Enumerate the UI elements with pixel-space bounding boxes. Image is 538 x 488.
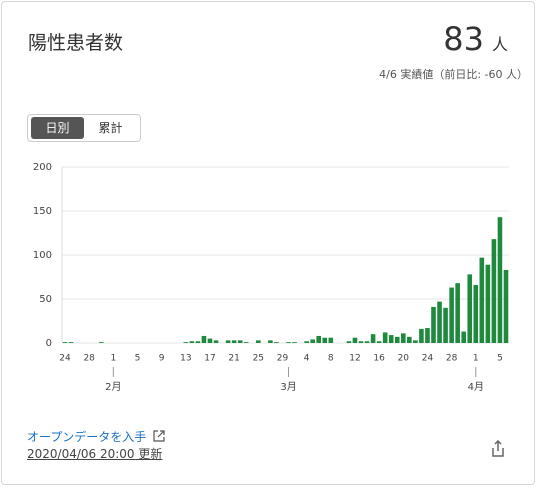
bar	[358, 341, 364, 343]
x-tick-label: 1	[473, 354, 479, 364]
x-tick-label: 28	[83, 354, 95, 364]
bar	[316, 335, 322, 343]
cumulative-button[interactable]: 累計	[98, 121, 123, 135]
x-tick-label: 21	[228, 354, 239, 364]
bar	[431, 306, 436, 343]
bar	[364, 341, 370, 343]
x-tick-label: 24	[59, 354, 71, 364]
bar	[491, 239, 497, 343]
bar	[183, 342, 189, 343]
current-value: 83 人	[443, 20, 508, 58]
note: 4/6 実績値（前日比: -60 人）	[379, 68, 528, 81]
x-tick-label: 24	[422, 354, 434, 364]
month-label: 2月	[105, 381, 121, 393]
bar	[346, 341, 352, 343]
updated: 2020/04/06 20:00 更新	[27, 447, 163, 461]
title: 陽性患者数	[28, 32, 124, 54]
x-tick-label: 20	[398, 354, 410, 364]
bar	[382, 332, 388, 343]
bar	[98, 342, 104, 343]
bar	[485, 264, 491, 343]
bar	[503, 269, 509, 343]
y-tick-label: 150	[33, 206, 52, 217]
bar	[274, 342, 279, 343]
y-tick-label: 200	[33, 162, 52, 173]
bar	[225, 340, 231, 343]
bar	[443, 307, 448, 343]
bar	[467, 274, 473, 343]
bar	[407, 336, 412, 343]
bar	[419, 328, 424, 343]
open-data-link[interactable]: オープンデータを入手	[27, 428, 165, 445]
y-tick-label: 100	[33, 250, 52, 261]
x-tick-label: 5	[135, 354, 141, 364]
bar	[479, 257, 485, 343]
bar	[201, 335, 207, 343]
x-tick-label: 8	[328, 354, 334, 364]
bar	[413, 340, 418, 343]
x-tick-label: 9	[159, 354, 165, 364]
x-tick-label: 28	[446, 354, 458, 364]
external-icon	[153, 430, 165, 442]
bar	[425, 328, 430, 343]
month-label: 3月	[280, 381, 296, 393]
bar	[68, 342, 74, 343]
x-tick-label: 12	[349, 354, 360, 364]
x-tick-label: 17	[204, 354, 215, 364]
bar	[189, 341, 195, 343]
bar	[497, 217, 503, 343]
x-tick-label: 5	[497, 354, 503, 364]
value: 83	[443, 20, 484, 58]
bar	[394, 336, 400, 343]
bar	[256, 340, 261, 343]
bar	[286, 342, 291, 343]
bar	[455, 283, 460, 343]
x-tick-label: 29	[277, 354, 289, 364]
bar	[376, 341, 382, 343]
x-tick-label: 1	[110, 354, 116, 364]
x-tick-label: 4	[304, 354, 310, 364]
bar	[449, 287, 454, 343]
bar	[473, 284, 479, 343]
month-label: 4月	[468, 381, 484, 393]
bar	[195, 341, 201, 343]
x-tick-label: 16	[373, 354, 385, 364]
bar	[231, 340, 237, 343]
x-tick-label: 25	[253, 354, 264, 364]
bar	[461, 331, 466, 343]
bar	[322, 337, 328, 343]
x-tick-label: 13	[180, 354, 191, 364]
bar	[243, 342, 249, 343]
bar	[370, 334, 376, 343]
bar	[292, 342, 297, 343]
bar	[268, 340, 273, 343]
y-tick-label: 50	[39, 294, 52, 305]
bar	[328, 337, 334, 343]
y-tick-label: 0	[46, 338, 52, 349]
share-icon[interactable]	[490, 440, 506, 458]
bar	[62, 342, 68, 343]
bar	[207, 338, 213, 343]
unit: 人	[491, 35, 508, 54]
daily-button[interactable]: 日別	[31, 117, 84, 139]
toggle: 日別 累計	[27, 114, 141, 142]
bar	[237, 340, 243, 343]
bar	[400, 333, 406, 343]
bar	[437, 301, 442, 343]
bar	[388, 335, 394, 343]
link-text: オープンデータを入手	[27, 430, 147, 444]
bar	[352, 337, 358, 343]
chart: 0 50 100 150 200 24 28 1 5 9 13 17 21 25 29 4 8 12 16 20 24 2…	[33, 162, 509, 393]
bar	[304, 341, 309, 343]
bar	[213, 340, 219, 343]
bar	[310, 339, 315, 343]
